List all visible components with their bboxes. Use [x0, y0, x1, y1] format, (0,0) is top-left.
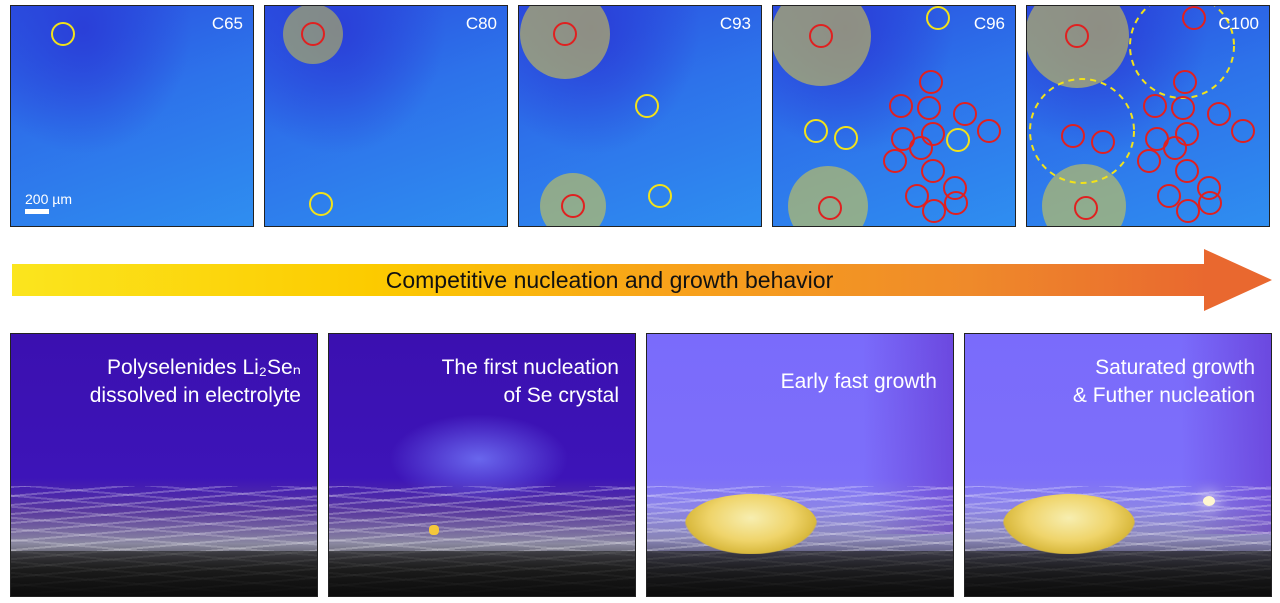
substrate-base — [11, 551, 317, 596]
scale-bar-label: 200 µm — [25, 191, 72, 207]
annotation-overlay — [520, 6, 672, 226]
micrograph-label: C65 — [211, 14, 243, 33]
new-nucleus-icon — [1203, 496, 1215, 506]
arrow-label: Competitive nucleation and growth behavi… — [385, 267, 834, 293]
micrograph-c65: C65 200 µm — [10, 5, 254, 227]
micrograph-c96: C96 — [772, 5, 1016, 227]
annotation-overlay — [283, 6, 343, 216]
scene-caption: Early fast growth — [780, 370, 937, 393]
substrate-base — [647, 551, 953, 596]
se-crystal-cluster-icon — [685, 494, 817, 554]
micrograph-label: C96 — [973, 14, 1005, 33]
micrograph-c100: C100 — [1026, 5, 1270, 227]
annotation-overlay — [1027, 6, 1255, 226]
micrograph-c93: C93 — [518, 5, 762, 227]
scene-saturated-growth: Saturated growth & Futher nucleation — [964, 333, 1272, 597]
micrograph-c80: C80 — [264, 5, 508, 227]
substrate-base — [329, 551, 635, 596]
process-arrow: Competitive nucleation and growth behavi… — [12, 249, 1272, 311]
micrograph-label: C93 — [719, 14, 751, 33]
arrow-body — [12, 264, 1207, 296]
scale-bar-line — [25, 209, 49, 214]
scene-first-nucleation: The first nucleation of Se crystal — [328, 333, 636, 597]
se-crystal-nucleus-icon — [429, 525, 439, 535]
scene-early-growth: Early fast growth — [646, 333, 954, 597]
scene-polyselenides: Polyselenides Li₂Seₙ dissolved in electr… — [10, 333, 318, 597]
substrate-base — [965, 551, 1271, 596]
annotation-overlay — [773, 6, 1001, 226]
scale-bar: 200 µm — [25, 191, 72, 214]
light-beam — [1181, 334, 1271, 534]
scene-caption: Polyselenides Li₂Seₙ dissolved in electr… — [89, 356, 301, 407]
micrograph-label: C80 — [465, 14, 497, 33]
annotation-overlay — [51, 22, 75, 46]
light-beam — [863, 334, 953, 534]
se-crystal-cluster-icon — [1003, 494, 1135, 554]
scene-caption: Saturated growth & Futher nucleation — [1072, 356, 1255, 407]
arrow-head-icon — [1204, 249, 1272, 311]
micrograph-label: C100 — [1218, 14, 1259, 33]
nucleation-glow — [389, 414, 569, 504]
scene-caption: The first nucleation of Se crystal — [441, 356, 619, 407]
